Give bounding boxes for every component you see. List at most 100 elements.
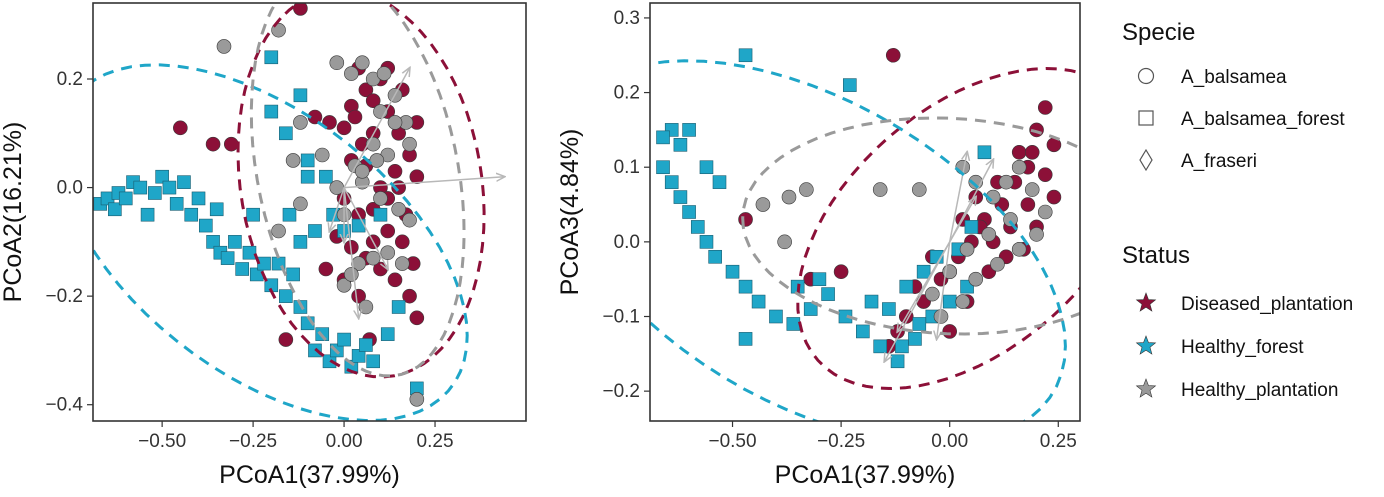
point-healthy-forest [148, 186, 162, 200]
panel-pcoa2-vs-pcoa1: −0.50 −0.25 0.00 0.25 −0.4 −0.2 0.0 0.2 PCoA1(37… [0, 2, 527, 489]
point-diseased-plantation [223, 136, 239, 152]
point-healthy-forest [155, 169, 169, 184]
y-tick-label: 0.0 [57, 178, 83, 199]
x-tick-label: −0.25 [229, 431, 277, 452]
point-healthy-forest [308, 224, 322, 238]
point-healthy-plantation [394, 256, 410, 271]
legend: Specie A_balsamea A_balsamea_forest A_fras… [1122, 19, 1353, 401]
point-healthy-forest [699, 160, 714, 175]
point-diseased-plantation [1011, 144, 1027, 160]
point-healthy-forest [890, 354, 905, 369]
point-healthy-forest [673, 190, 688, 204]
point-healthy-plantation [981, 227, 997, 242]
point-healthy-forest [293, 88, 308, 103]
point-healthy-forest [351, 349, 366, 363]
point-healthy-forest [220, 251, 235, 265]
point-healthy-forest [279, 289, 293, 303]
point-diseased-plantation [173, 120, 188, 136]
point-healthy-forest [712, 175, 727, 189]
point-healthy-forest [821, 287, 835, 301]
point-healthy-plantation [271, 223, 286, 239]
point-diseased-plantation [409, 310, 425, 326]
y-tick-label: −0.1 [602, 307, 640, 328]
point-healthy-forest [293, 235, 308, 249]
x-tick-label: 0.25 [417, 431, 454, 452]
point-diseased-plantation [358, 82, 374, 98]
point-healthy-forest [873, 339, 888, 354]
point-healthy-forest [942, 294, 957, 309]
point-healthy-forest [812, 272, 827, 286]
point-healthy-forest [738, 279, 753, 294]
x-tick-label: 0.00 [326, 431, 363, 452]
point-diseased-plantation [380, 223, 396, 239]
point-healthy-forest [169, 197, 184, 211]
point-healthy-plantation [925, 286, 940, 302]
loading-arrow [343, 187, 359, 318]
point-healthy-forest [882, 302, 896, 316]
point-healthy-plantation [872, 182, 888, 197]
point-healthy-forest [279, 126, 293, 141]
point-healthy-plantation [293, 115, 308, 130]
point-healthy-forest [235, 262, 249, 276]
point-healthy-forest [977, 145, 992, 160]
point-healthy-forest [856, 324, 870, 339]
point-healthy-forest [228, 235, 242, 249]
point-healthy-forest [133, 180, 148, 195]
point-healthy-plantation [755, 197, 771, 212]
point-healthy-forest [380, 327, 395, 341]
point-healthy-plantation [358, 299, 374, 315]
point-healthy-plantation [380, 245, 396, 261]
point-healthy-plantation [959, 242, 975, 257]
y-tick-label: −0.4 [45, 395, 83, 416]
y-axis-title: PCoA3(4.84%) [556, 129, 584, 296]
point-healthy-plantation [402, 212, 417, 228]
point-diseased-plantation [318, 261, 334, 277]
point-healthy-forest [786, 317, 801, 331]
square-icon [1138, 110, 1154, 126]
point-diseased-plantation [738, 212, 753, 227]
point-diseased-plantation [1037, 100, 1053, 115]
point-healthy-forest [337, 332, 351, 347]
point-healthy-plantation [968, 271, 984, 287]
diamond-icon [1139, 148, 1153, 172]
point-healthy-forest [373, 207, 388, 222]
point-diseased-plantation [387, 163, 403, 179]
y-tick-label: 0.2 [57, 69, 83, 90]
point-healthy-forest [725, 264, 740, 279]
point-healthy-plantation [1003, 212, 1018, 227]
point-healthy-plantation [216, 39, 232, 54]
point-healthy-plantation [314, 147, 330, 163]
point-healthy-plantation [781, 189, 797, 205]
point-healthy-forest [300, 153, 315, 168]
x-tick-label: −0.50 [138, 431, 186, 452]
loading-arrow [344, 177, 504, 189]
x-axis-title: PCoA1(37.99%) [219, 461, 400, 489]
point-diseased-plantation [409, 169, 425, 185]
point-healthy-forest [895, 339, 909, 354]
loading-arrow [885, 241, 951, 361]
point-healthy-forest [682, 205, 696, 219]
point-healthy-forest [391, 300, 406, 314]
point-healthy-forest [162, 180, 177, 195]
point-healthy-forest [264, 104, 279, 119]
loading-arrow [343, 187, 388, 269]
loading-arrow [949, 197, 976, 243]
point-healthy-forest [842, 78, 857, 92]
y-tick-label: 0.1 [614, 157, 640, 178]
point-healthy-plantation [336, 277, 352, 293]
point-healthy-forest [264, 50, 279, 65]
point-healthy-forest [359, 338, 373, 352]
point-diseased-plantation [402, 288, 417, 304]
point-healthy-forest [118, 191, 133, 206]
star-icon [1135, 292, 1157, 312]
x-tick-label: 0.00 [931, 431, 968, 452]
ellipse-healthy-forest [650, 59, 1067, 421]
point-healthy-forest [351, 218, 366, 233]
point-healthy-forest [682, 123, 696, 137]
point-healthy-forest [738, 332, 753, 346]
point-healthy-forest [206, 235, 220, 249]
ellipse-healthy-forest [93, 63, 469, 421]
point-healthy-plantation [365, 250, 381, 266]
point-diseased-plantation [387, 272, 403, 288]
